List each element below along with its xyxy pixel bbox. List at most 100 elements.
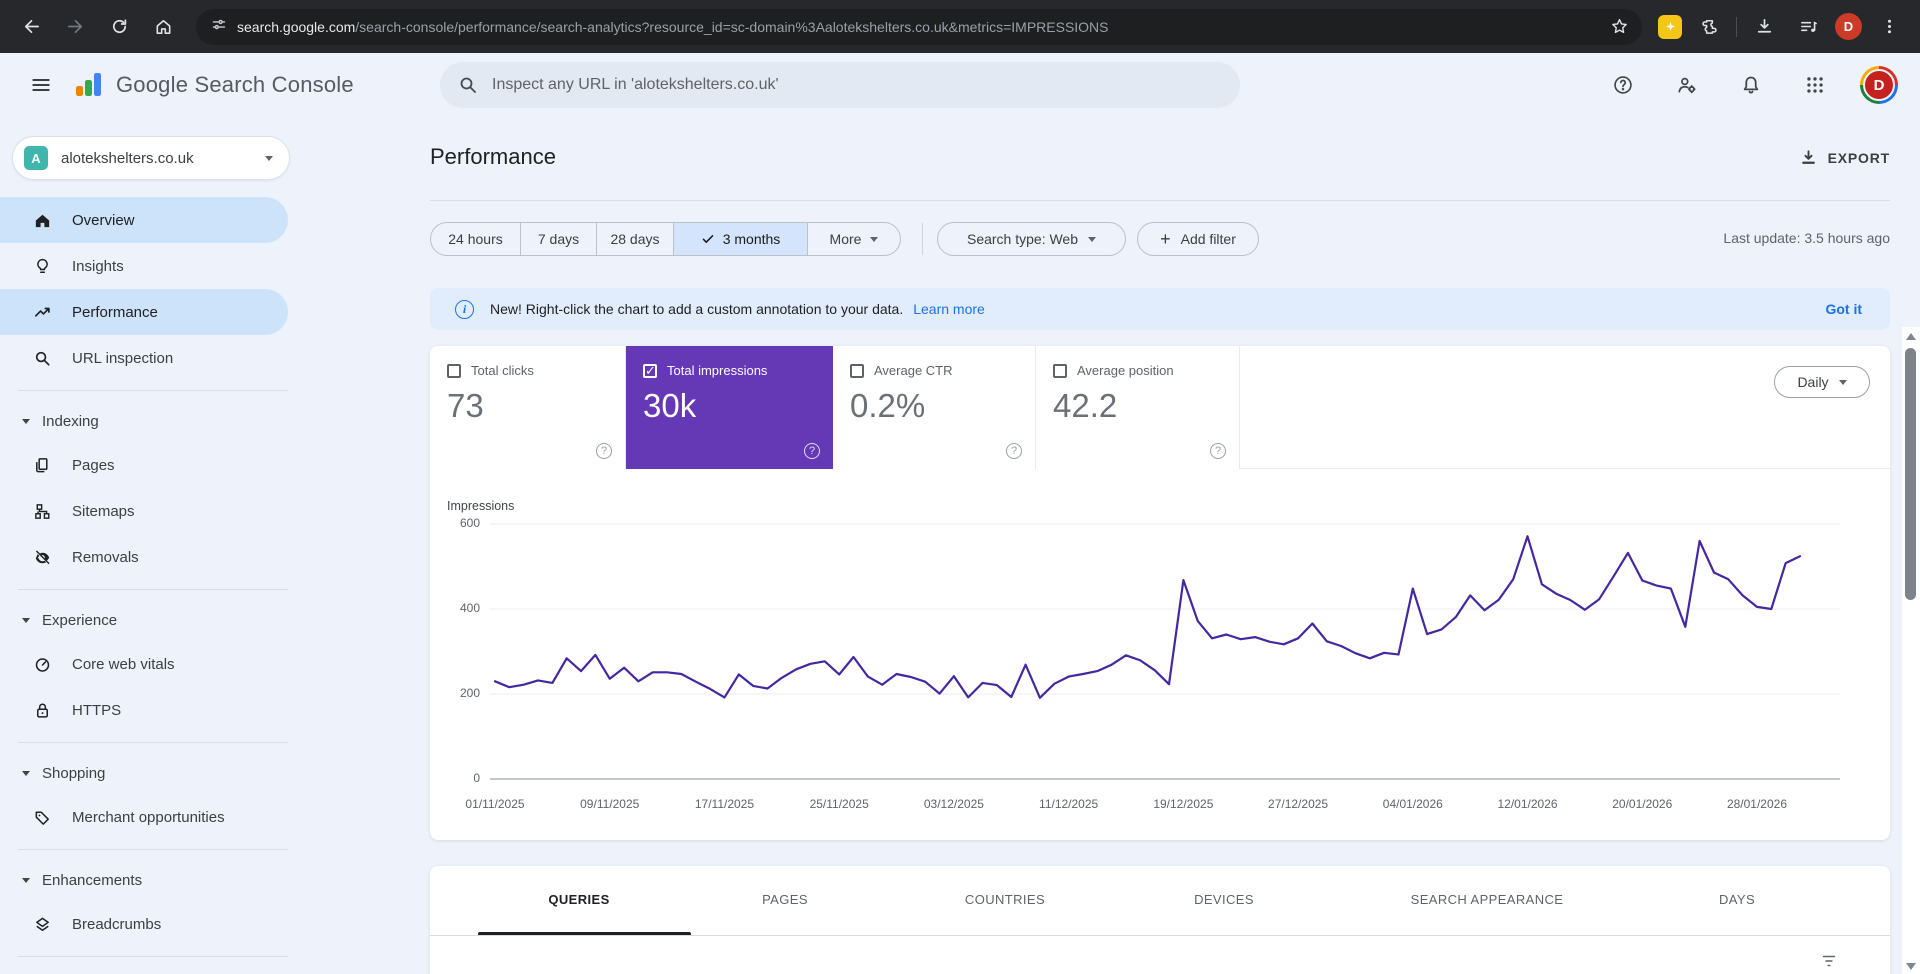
scroll-down-arrow[interactable] — [1906, 963, 1916, 970]
home-icon-browser[interactable] — [146, 10, 180, 44]
sidebar-item-breadcrumbs[interactable]: Breadcrumbs — [0, 901, 288, 947]
extension-pin-icon[interactable] — [1658, 14, 1682, 39]
account-avatar[interactable]: D — [1860, 66, 1898, 104]
sidebar-item-pages[interactable]: Pages — [0, 442, 288, 488]
metric-card-average-position[interactable]: Average position 42.2 — [1036, 346, 1240, 469]
interval-dropdown[interactable]: Daily — [1774, 366, 1870, 398]
pages-icon — [36, 457, 48, 472]
tab-queries[interactable]: QUERIES — [548, 892, 610, 907]
tab-pages[interactable]: PAGES — [762, 892, 808, 907]
url-inspect-searchbar[interactable] — [440, 62, 1240, 108]
learn-more-link[interactable]: Learn more — [913, 301, 985, 317]
range-more-dropdown[interactable]: More — [808, 223, 900, 255]
total-impressions-checkbox[interactable] — [643, 363, 657, 379]
trend-icon — [34, 307, 50, 317]
range-3-months[interactable]: 3 months — [674, 223, 808, 255]
back-icon[interactable] — [14, 10, 48, 44]
sidebar-group-indexing[interactable]: Indexing — [0, 400, 300, 442]
metric-card-average-ctr[interactable]: Average CTR 0.2% — [833, 346, 1036, 469]
page-title: Performance — [430, 144, 556, 169]
sidebar-item-merchant-opportunities[interactable]: Merchant opportunities — [0, 794, 288, 840]
reload-icon[interactable] — [102, 10, 136, 44]
metric-card-total-clicks[interactable]: Total clicks 73 — [430, 346, 626, 469]
check-icon — [702, 235, 714, 243]
sidebar-item-performance[interactable]: Performance — [0, 289, 288, 335]
divider — [18, 956, 288, 957]
tag-icon — [35, 811, 49, 825]
help-icon[interactable] — [1210, 443, 1226, 459]
range-7-days[interactable]: 7 days — [521, 223, 597, 255]
eye-off-icon — [35, 550, 50, 564]
app-header: Google Search Console D — [0, 53, 1920, 117]
average-ctr-checkbox[interactable] — [850, 363, 864, 378]
browser-toolbar: search.google.com/search-console/perform… — [0, 0, 1920, 53]
scrollbar-thumb[interactable] — [1905, 348, 1916, 600]
tab-countries[interactable]: COUNTRIES — [964, 892, 1046, 907]
extensions-puzzle-icon[interactable] — [1692, 10, 1726, 44]
chevron-down-icon — [1088, 236, 1097, 242]
last-update-text: Last update: 3.5 hours ago — [1723, 230, 1890, 246]
bookmark-star-icon[interactable] — [1606, 14, 1632, 40]
range-24-hours[interactable]: 24 hours — [431, 223, 521, 255]
metric-card-total-impressions[interactable]: Total impressions 30k — [626, 346, 833, 469]
chevron-down-icon — [22, 770, 30, 776]
chevron-down-icon — [1838, 379, 1847, 385]
sidebar-item-core-web-vitals[interactable]: Core web vitals — [0, 641, 288, 687]
sidebar-item-removals[interactable]: Removals — [0, 534, 288, 580]
sidebar-item-https[interactable]: HTTPS — [0, 687, 288, 733]
average-position-value: 42.2 — [1053, 387, 1118, 424]
tab-days[interactable]: DAYS — [1718, 892, 1756, 907]
impressions-line-chart[interactable] — [485, 506, 1845, 806]
url-inspect-input[interactable] — [492, 76, 1222, 94]
range-28-days[interactable]: 28 days — [597, 223, 674, 255]
address-bar[interactable]: search.google.com/search-console/perform… — [196, 8, 1642, 45]
menu-hamburger-icon[interactable] — [22, 66, 60, 104]
sidebar-group-enhancements[interactable]: Enhancements — [0, 859, 300, 901]
average-ctr-value: 0.2% — [850, 387, 926, 424]
help-icon[interactable] — [1604, 66, 1642, 104]
user-settings-icon[interactable] — [1668, 66, 1706, 104]
notifications-bell-icon[interactable] — [1732, 66, 1770, 104]
scrollbar — [1902, 327, 1920, 974]
sidebar-item-sitemaps[interactable]: Sitemaps — [0, 488, 288, 534]
sidebar-item-overview[interactable]: Overview — [0, 197, 288, 243]
url-text: search.google.com/search-console/perform… — [237, 18, 1109, 35]
chevron-down-icon — [22, 418, 30, 424]
sidebar-item-insights[interactable]: Insights — [0, 243, 288, 289]
total-clicks-checkbox[interactable] — [447, 363, 461, 378]
property-selector[interactable]: A alotekshelters.co.uk — [12, 136, 290, 180]
sidebar-item-url-inspection[interactable]: URL inspection — [0, 335, 288, 381]
table-filter-icon[interactable] — [1820, 952, 1838, 974]
average-position-checkbox[interactable] — [1053, 363, 1067, 378]
tab-search-appearance[interactable]: SEARCH APPEARANCE — [1410, 892, 1564, 907]
media-queue-icon[interactable] — [1791, 10, 1825, 44]
lightbulb-icon — [37, 258, 48, 273]
info-icon — [455, 299, 474, 319]
sidebar-group-experience[interactable]: Experience — [0, 599, 300, 641]
apps-grid-icon[interactable] — [1796, 66, 1834, 104]
downloads-icon[interactable] — [1747, 10, 1781, 44]
sidebar: A alotekshelters.co.uk Overview Insights… — [0, 117, 300, 974]
search-icon — [460, 77, 476, 93]
toolbar-divider — [1736, 16, 1737, 37]
forward-icon[interactable] — [58, 10, 92, 44]
got-it-button[interactable]: Got it — [1825, 301, 1862, 317]
annotation-banner: New! Right-click the chart to add a cust… — [430, 288, 1890, 330]
help-icon[interactable] — [596, 443, 612, 459]
site-info-icon[interactable] — [210, 16, 227, 38]
search-type-dropdown[interactable]: Search type: Web — [937, 222, 1126, 256]
search-console-logo[interactable] — [74, 70, 104, 100]
help-icon[interactable] — [1006, 443, 1022, 459]
export-button[interactable]: EXPORT — [1799, 148, 1890, 167]
tab-devices[interactable]: DEVICES — [1194, 892, 1254, 907]
sidebar-group-shopping[interactable]: Shopping — [0, 752, 300, 794]
gauge-icon — [35, 657, 50, 672]
chevron-down-icon — [265, 155, 273, 161]
download-icon — [1801, 150, 1815, 164]
help-icon[interactable] — [804, 443, 820, 459]
browser-profile-avatar[interactable]: D — [1835, 13, 1862, 40]
scroll-up-arrow[interactable] — [1906, 333, 1916, 340]
divider — [430, 200, 1890, 201]
browser-menu-icon[interactable] — [1872, 10, 1906, 44]
add-filter-button[interactable]: Add filter — [1137, 222, 1259, 256]
